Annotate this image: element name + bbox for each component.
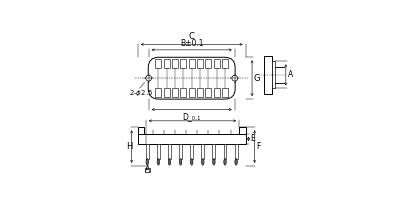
Text: C: C	[189, 32, 195, 42]
Circle shape	[232, 75, 238, 81]
Bar	[180, 88, 186, 97]
Bar	[272, 61, 276, 88]
Bar	[190, 144, 193, 159]
Bar	[164, 59, 170, 68]
Ellipse shape	[190, 159, 193, 165]
Bar	[138, 134, 245, 144]
Text: F: F	[256, 142, 261, 151]
Bar	[145, 168, 149, 172]
Bar	[155, 88, 161, 97]
Bar	[188, 88, 195, 97]
FancyBboxPatch shape	[148, 57, 235, 99]
Bar	[146, 144, 149, 159]
Ellipse shape	[168, 159, 171, 165]
Bar	[212, 144, 215, 159]
Bar	[168, 144, 171, 159]
Bar	[197, 59, 203, 68]
Bar	[264, 56, 272, 94]
Bar	[214, 88, 220, 97]
Bar	[197, 88, 203, 97]
Text: B±0.1: B±0.1	[180, 39, 204, 48]
Bar	[164, 88, 170, 97]
Bar	[235, 144, 238, 159]
Ellipse shape	[235, 159, 237, 165]
Bar	[155, 59, 161, 68]
Ellipse shape	[146, 159, 149, 165]
Bar	[214, 59, 220, 68]
Text: G: G	[254, 74, 260, 83]
Bar	[222, 88, 228, 97]
Ellipse shape	[224, 159, 226, 165]
Bar	[205, 88, 212, 97]
Bar	[205, 59, 212, 68]
Text: A: A	[288, 70, 293, 79]
Bar	[179, 144, 182, 159]
Text: 2-$\phi$2.5: 2-$\phi$2.5	[129, 88, 153, 98]
Bar	[222, 59, 228, 68]
Bar	[239, 127, 245, 134]
Text: D_₀.₁: D_₀.₁	[183, 112, 201, 121]
Bar	[223, 144, 226, 159]
Bar	[188, 59, 195, 68]
Ellipse shape	[157, 159, 160, 165]
Text: A: A	[144, 165, 150, 175]
Bar	[157, 144, 160, 159]
Circle shape	[146, 75, 151, 81]
Text: E: E	[250, 134, 255, 143]
Bar	[172, 59, 178, 68]
Ellipse shape	[179, 159, 182, 165]
Bar	[138, 127, 144, 134]
Bar	[172, 88, 178, 97]
Bar	[180, 59, 186, 68]
Text: H: H	[126, 142, 133, 151]
Ellipse shape	[201, 159, 204, 165]
Ellipse shape	[213, 159, 215, 165]
Bar	[201, 144, 204, 159]
